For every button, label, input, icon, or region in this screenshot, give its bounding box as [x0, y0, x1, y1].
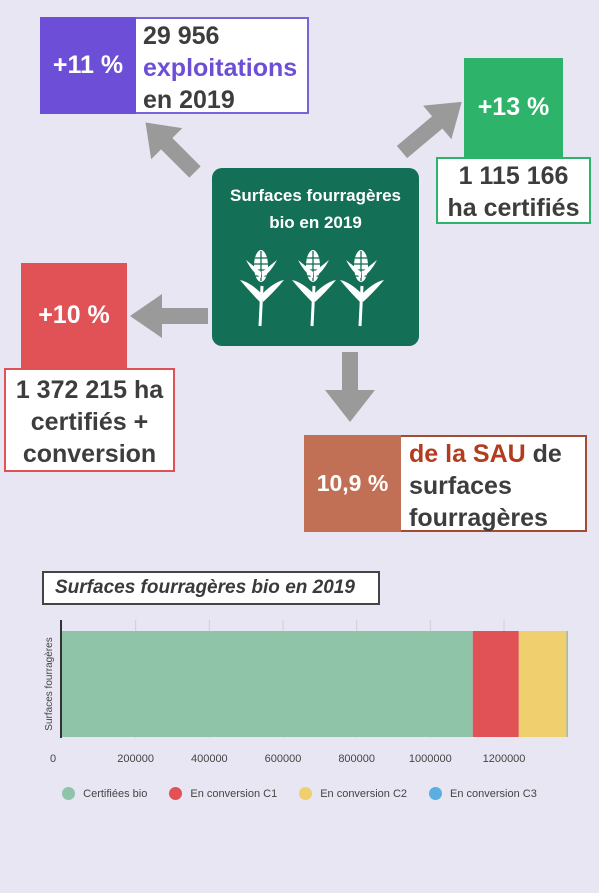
center-title: Surfaces fourragères bio en 2019 — [212, 182, 419, 236]
certified-stat: 1 115 166 ha certifiés — [436, 157, 591, 224]
corn-icon — [239, 248, 385, 328]
conversion-label2: conversion — [22, 440, 157, 468]
certified-pct-badge: +13 % — [464, 58, 563, 157]
bar-segment — [472, 631, 519, 737]
sau-highlight: de la SAU — [409, 440, 526, 468]
x-tick-label: 800000 — [338, 753, 375, 765]
legend-dot-icon — [169, 787, 183, 800]
center-title-line1: Surfaces fourragères — [229, 186, 402, 205]
arrows-layer — [130, 101, 462, 422]
center-title-line2: bio en 2019 — [269, 213, 362, 232]
x-tick-label: 0 — [50, 753, 56, 765]
bar-segment — [62, 631, 473, 737]
sau-pct-badge: 10,9 % — [304, 435, 401, 532]
sau-line3: fourragères — [409, 504, 548, 532]
legend-item[interactable]: En conversion C2 — [299, 787, 407, 800]
sau-stat: de la SAU de surfaces fourragères — [401, 435, 587, 532]
certified-area: 1 115 166 — [458, 162, 569, 190]
stacked-bar-chart: 0 200000 400000 600000 800000 1000000 1200000 S… — [44, 620, 568, 765]
chart-title: Surfaces fourragères bio en 2019 — [42, 571, 380, 605]
legend-label: En conversion C1 — [190, 787, 278, 800]
conversion-label1: certifiés + — [30, 408, 149, 436]
center-card: Surfaces fourragères bio en 2019 — [212, 168, 419, 346]
legend-item[interactable]: En conversion C1 — [169, 787, 277, 800]
sau-line1: de la SAU de — [409, 438, 585, 470]
arrow-up-left-icon — [145, 122, 201, 178]
legend-label: En conversion C3 — [450, 787, 537, 800]
exploitations-pct: +11 % — [52, 51, 124, 79]
legend-label: Certifiées bio — [83, 787, 148, 800]
conversion-pct-badge: +10 % — [21, 263, 127, 368]
bar-segment — [566, 631, 568, 737]
chart-legend: Certifiées bio En conversion C1 En convers… — [0, 787, 599, 800]
exploitations-count: 29 956 — [143, 22, 220, 50]
category-label: Surfaces fourragères — [44, 637, 55, 730]
x-tick-label: 1000000 — [409, 753, 452, 765]
x-tick-label: 200000 — [117, 753, 154, 765]
bar-segment — [518, 631, 567, 737]
conversion-pct: +10 % — [38, 301, 110, 329]
legend-item[interactable]: En conversion C3 — [429, 787, 537, 800]
conversion-area: 1 372 215 ha — [15, 376, 164, 404]
conversion-stat: 1 372 215 ha certifiés + conversion — [4, 368, 175, 472]
x-tick-label: 600000 — [265, 753, 302, 765]
x-tick-label: 1200000 — [483, 753, 526, 765]
legend-item[interactable]: Certifiées bio — [62, 787, 147, 800]
legend-dot-icon — [299, 787, 313, 800]
sau-pct: 10,9 % — [316, 470, 389, 496]
exploitations-stat: 29 956 exploitations en 2019 — [136, 17, 309, 114]
exploitations-label: exploitations — [143, 54, 298, 82]
arrow-up-right-icon — [396, 101, 462, 159]
exploitations-pct-badge: +11 % — [40, 17, 136, 114]
certified-pct: +13 % — [477, 93, 550, 121]
arrow-down-icon — [325, 352, 375, 422]
x-tick-label: 400000 — [191, 753, 228, 765]
sau-line2: surfaces — [409, 472, 512, 500]
arrow-left-icon — [130, 294, 208, 338]
legend-dot-icon — [62, 787, 76, 800]
legend-dot-icon — [429, 787, 443, 800]
exploitations-year: en 2019 — [143, 86, 235, 114]
sau-line1-rest: de — [525, 440, 562, 468]
certified-label: ha certifiés — [447, 194, 580, 222]
legend-label: En conversion C2 — [320, 787, 408, 800]
